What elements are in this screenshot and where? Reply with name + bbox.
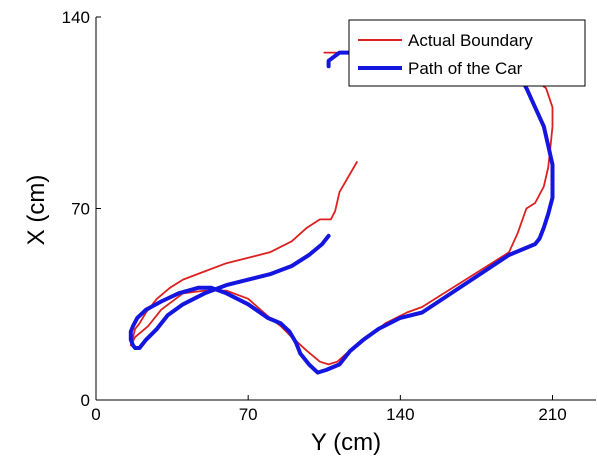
- x-tick-label: 210: [538, 405, 566, 424]
- series-line-path-of-the-car: [128, 50, 555, 375]
- legend-box: [348, 19, 586, 87]
- x-tick-label: 0: [91, 405, 100, 424]
- y-axis-title: X (cm): [23, 175, 50, 246]
- x-axis-title: Y (cm): [311, 429, 381, 456]
- x-tick-label: 70: [239, 405, 258, 424]
- legend-label-path-of-the-car: Path of the Car: [408, 59, 523, 78]
- legend: Actual Boundary Path of the Car: [348, 19, 586, 87]
- y-tick-label: 0: [81, 391, 90, 410]
- ticks-layer: 0 70 140 210 0 70 140: [62, 8, 567, 424]
- y-tick-label: 70: [71, 200, 90, 219]
- series-line-actual-boundary: [129, 51, 554, 366]
- legend-label-actual-boundary: Actual Boundary: [408, 31, 533, 50]
- y-tick-label: 140: [62, 8, 90, 27]
- series-layer: [128, 50, 555, 375]
- x-tick-label: 140: [386, 405, 414, 424]
